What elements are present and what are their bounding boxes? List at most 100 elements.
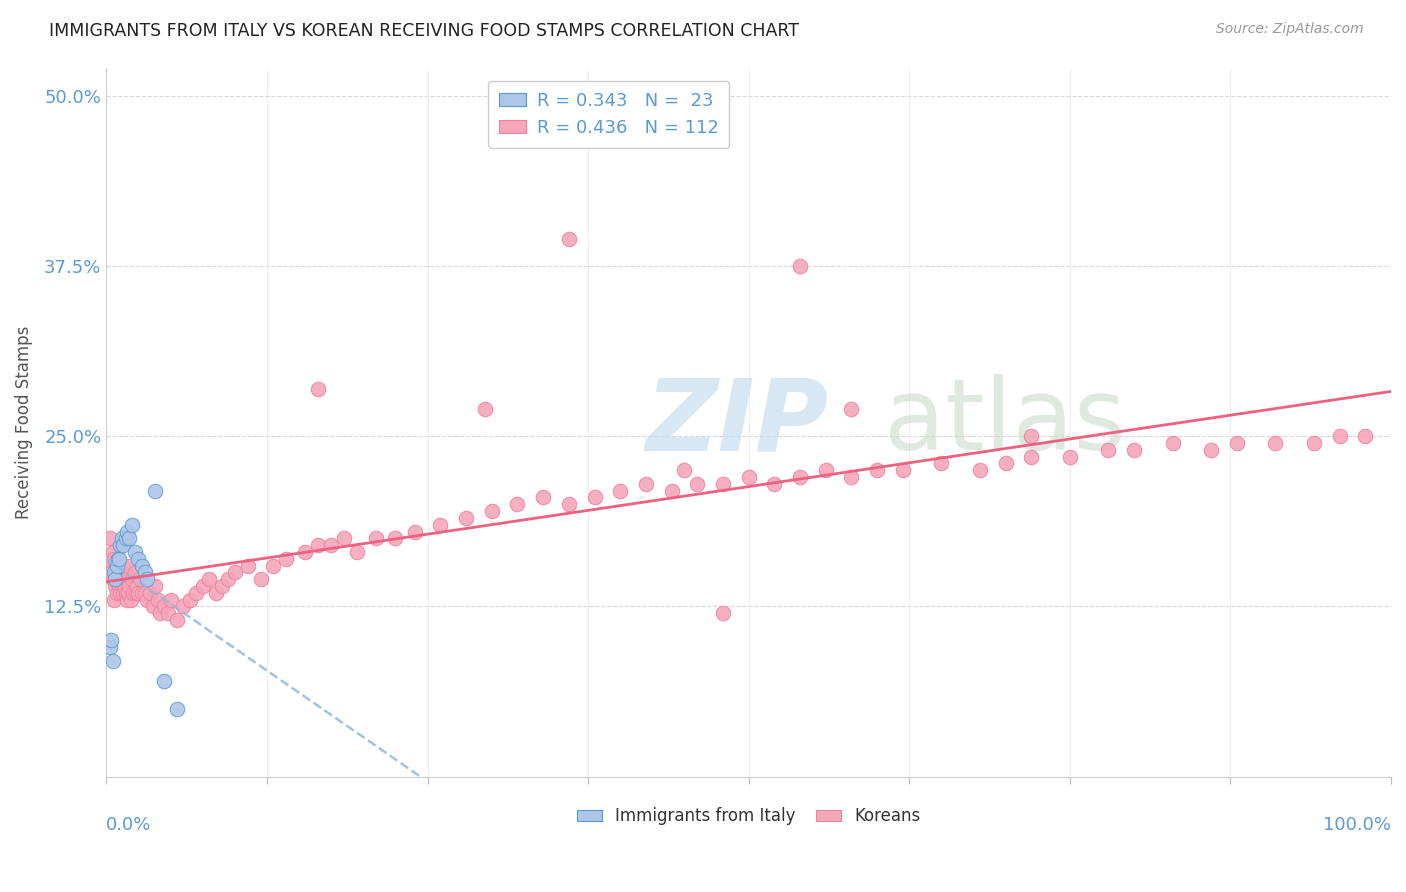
Point	[583, 491, 606, 505]
Point	[217, 572, 239, 586]
Point	[127, 586, 149, 600]
Point	[103, 592, 125, 607]
Point	[931, 457, 953, 471]
Point	[204, 586, 226, 600]
Point	[143, 579, 166, 593]
Point	[333, 531, 356, 545]
Point	[101, 572, 124, 586]
Point	[100, 633, 122, 648]
Point	[673, 463, 696, 477]
Point	[166, 613, 188, 627]
Point	[711, 606, 734, 620]
Point	[134, 566, 156, 580]
Text: ZIP: ZIP	[645, 374, 830, 471]
Point	[153, 674, 176, 689]
Point	[186, 586, 208, 600]
Point	[118, 579, 141, 593]
Point	[108, 579, 131, 593]
Point	[131, 586, 153, 600]
Point	[122, 586, 145, 600]
Point	[108, 551, 131, 566]
Point	[136, 592, 159, 607]
Point	[111, 531, 134, 545]
Point	[1019, 429, 1042, 443]
Point	[276, 551, 298, 566]
Point	[124, 545, 146, 559]
Point	[249, 572, 271, 586]
Point	[131, 558, 153, 573]
Point	[531, 491, 554, 505]
Point	[104, 572, 127, 586]
Point	[841, 470, 863, 484]
Point	[110, 538, 132, 552]
Point	[789, 470, 811, 484]
Point	[1264, 436, 1286, 450]
Point	[236, 558, 259, 573]
Point	[117, 586, 139, 600]
Point	[558, 497, 581, 511]
Point	[107, 558, 129, 573]
Point	[153, 599, 176, 614]
Point	[179, 592, 201, 607]
Point	[307, 382, 329, 396]
Point	[346, 545, 368, 559]
Point	[384, 531, 406, 545]
Point	[114, 572, 136, 586]
Point	[112, 586, 135, 600]
Point	[211, 579, 233, 593]
Point	[112, 572, 135, 586]
Point	[146, 592, 169, 607]
Point	[506, 497, 529, 511]
Point	[1354, 429, 1376, 443]
Point	[454, 511, 477, 525]
Point	[114, 531, 136, 545]
Point	[866, 463, 889, 477]
Point	[124, 566, 146, 580]
Point	[101, 545, 124, 559]
Point	[98, 640, 121, 655]
Point	[262, 558, 284, 573]
Point	[321, 538, 343, 552]
Point	[121, 572, 143, 586]
Point	[100, 566, 122, 580]
Point	[112, 579, 135, 593]
Text: 0.0%: 0.0%	[107, 815, 152, 833]
Point	[558, 232, 581, 246]
Point	[404, 524, 426, 539]
Text: 100.0%: 100.0%	[1323, 815, 1391, 833]
Point	[763, 476, 786, 491]
Point	[115, 592, 138, 607]
Text: IMMIGRANTS FROM ITALY VS KOREAN RECEIVING FOOD STAMPS CORRELATION CHART: IMMIGRANTS FROM ITALY VS KOREAN RECEIVIN…	[49, 22, 799, 40]
Point	[789, 259, 811, 273]
Point	[198, 572, 221, 586]
Point	[1161, 436, 1184, 450]
Point	[103, 551, 125, 566]
Point	[128, 572, 150, 586]
Point	[118, 531, 141, 545]
Point	[156, 606, 179, 620]
Point	[105, 558, 128, 573]
Point	[159, 592, 181, 607]
Point	[121, 517, 143, 532]
Point	[366, 531, 388, 545]
Text: atlas: atlas	[883, 374, 1125, 471]
Point	[1303, 436, 1326, 450]
Point	[112, 566, 135, 580]
Point	[111, 558, 134, 573]
Point	[172, 599, 194, 614]
Point	[115, 572, 138, 586]
Y-axis label: Receiving Food Stamps: Receiving Food Stamps	[15, 326, 32, 519]
Point	[110, 558, 132, 573]
Point	[1329, 429, 1351, 443]
Point	[134, 586, 156, 600]
Point	[686, 476, 709, 491]
Point	[814, 463, 837, 477]
Point	[101, 654, 124, 668]
Point	[111, 579, 134, 593]
Point	[1059, 450, 1081, 464]
Point	[661, 483, 683, 498]
Point	[166, 701, 188, 715]
Point	[115, 524, 138, 539]
Point	[142, 599, 165, 614]
Point	[98, 531, 121, 545]
